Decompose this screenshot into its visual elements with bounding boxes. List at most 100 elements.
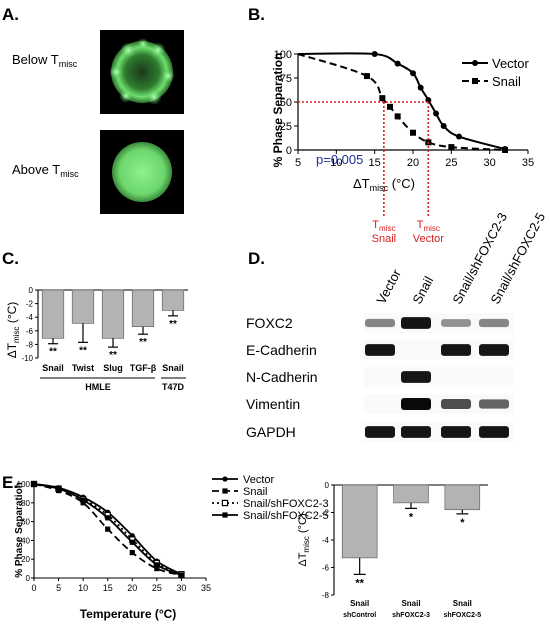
panel-b-series-line xyxy=(297,53,506,151)
panel-b-point xyxy=(417,84,424,91)
panel-b-chart: % Phase Separation ΔTmisc (°C) p=0.005 T… xyxy=(271,49,534,245)
panel-e-legend-label: Snail xyxy=(243,486,267,498)
panel-e-bar-category-bottom: shFOXC2-3 xyxy=(392,612,430,619)
panel-c-significance: ** xyxy=(139,337,147,348)
panel-e-legend-label: Vector xyxy=(243,474,275,486)
blot-band xyxy=(441,399,471,409)
panel-e-bar-chart: ΔTmisc (°C) 0 -2 -4 -6 -8 ** Snail shControl * Sn… xyxy=(297,481,488,619)
panel-a: Below Tmisc Above Tmisc xyxy=(12,30,184,214)
panel-e-bar-category-bottom: shControl xyxy=(343,612,376,619)
panel-e-ytick-label: 0 xyxy=(26,574,31,583)
panel-b-ytick-label: 25 xyxy=(280,121,292,133)
panel-e-bar-ylabel: ΔTmisc (°C) xyxy=(297,513,311,566)
panel-e-xtick-label: 35 xyxy=(201,583,211,593)
panel-b-xtick-label: 10 xyxy=(330,157,342,169)
panel-e-legend-label: Snail/shFOXC2-5 xyxy=(243,510,329,522)
panel-e-bar xyxy=(444,484,481,511)
panel-e-ytick-label: 80 xyxy=(21,499,30,508)
panel-e-bar-significance: * xyxy=(460,517,465,529)
tmisc-vector-name: Vector xyxy=(413,233,445,245)
panel-e-legend-marker xyxy=(222,488,228,494)
blot-lane-background xyxy=(364,340,514,360)
panel-c-bar xyxy=(41,289,65,339)
panel-e-point xyxy=(80,497,86,503)
panel-e-bar-ytick-label: -8 xyxy=(322,591,330,600)
panel-e-xtick-label: 0 xyxy=(31,583,36,593)
blot-band xyxy=(479,426,509,438)
panel-b-point xyxy=(456,133,462,140)
panel-e-xtick-label: 5 xyxy=(56,583,61,593)
panel-c-group-label: HMLE xyxy=(85,382,111,392)
panel-c-chart: ΔTmisc (°C) 0 -2 -4 -6 -8 -10 ** Snail ** Twist **… xyxy=(5,286,188,392)
panel-b-series-line xyxy=(297,52,506,151)
panel-e-point xyxy=(105,515,111,521)
blot-band xyxy=(479,399,509,409)
blot-lane-background xyxy=(364,367,514,387)
panel-c-significance: ** xyxy=(49,347,57,358)
panel-b-xlabel: ΔTmisc (°C) xyxy=(353,176,415,193)
blot-band xyxy=(479,344,509,356)
panel-e-legend-marker xyxy=(222,512,228,518)
panel-c-ylabel: ΔTmisc (°C) xyxy=(5,302,21,359)
panel-c-category-label: Snail xyxy=(162,363,184,373)
blot-band xyxy=(441,426,471,438)
panel-b-xtick-label: 25 xyxy=(445,157,457,169)
blot-band xyxy=(401,426,431,438)
blot-lane-background xyxy=(364,313,514,333)
panel-b-point xyxy=(502,147,508,153)
panel-b-point xyxy=(433,110,439,117)
panel-e-bar-significance: * xyxy=(409,511,414,523)
panel-b-point xyxy=(448,144,455,151)
panel-c-ytick-label: -10 xyxy=(21,354,33,363)
panel-e-point xyxy=(105,526,111,532)
panel-e-bar-category-top: Snail xyxy=(453,599,472,608)
blot-band xyxy=(441,319,471,327)
panel-e-bar-category-top: Snail xyxy=(401,599,420,608)
panel-b-point xyxy=(371,51,378,57)
panel-b-legend-marker xyxy=(472,60,478,66)
panel-e-point xyxy=(55,486,62,492)
above-tmisc-label: Above Tmisc xyxy=(12,162,79,179)
panel-label-c: C. xyxy=(2,249,19,268)
panel-c-bar xyxy=(161,289,185,311)
blot-lane-background xyxy=(364,394,514,414)
panel-e-bar-category-top: Snail xyxy=(350,599,369,608)
panel-label-a: A. xyxy=(2,5,19,24)
panel-e-chart: % Phase Separation Temperature (°C) 0 20 4… xyxy=(14,474,329,621)
panel-label-e: E. xyxy=(2,473,18,492)
panel-e-point xyxy=(31,481,37,487)
panel-b-legend-label: Snail xyxy=(492,74,521,89)
panel-b-ytick-label: 75 xyxy=(280,73,292,85)
panel-e-bar-ytick-label: -2 xyxy=(322,509,330,518)
tmisc-snail-label: Tmisc xyxy=(372,219,395,233)
panel-b-ytick-label: 100 xyxy=(274,49,292,61)
panel-e-ytick-label: 20 xyxy=(21,555,30,564)
panel-b-xtick-label: 20 xyxy=(407,157,419,169)
blot-lane-background xyxy=(364,422,514,442)
panel-b-point xyxy=(440,123,447,129)
panel-b-point xyxy=(410,129,416,136)
panel-e-bar-significance: ** xyxy=(355,577,364,589)
panel-c-category-label: Twist xyxy=(72,363,94,373)
panel-e-bar-ytick-label: 0 xyxy=(325,481,330,490)
tmisc-snail-name: Snail xyxy=(372,233,396,245)
blot-band xyxy=(479,318,509,328)
blot-row-label: Vimentin xyxy=(246,396,300,412)
panel-c-significance: ** xyxy=(79,345,87,356)
panel-e-point xyxy=(129,550,135,556)
panel-e-legend-marker xyxy=(221,499,229,507)
panel-e-legend-label: Snail/shFOXC2-3 xyxy=(243,498,329,510)
panel-e-point xyxy=(154,562,160,568)
panel-b-point xyxy=(364,73,370,80)
below-tmisc-label: Below Tmisc xyxy=(12,52,78,69)
panel-c-bar xyxy=(131,289,155,328)
panel-e-point xyxy=(129,539,135,545)
panel-c-ytick-label: -6 xyxy=(26,327,34,336)
panel-e-xlabel: Temperature (°C) xyxy=(80,607,177,621)
blot-band xyxy=(365,426,395,438)
panel-c-category-label: Snail xyxy=(42,363,64,373)
panel-c-significance: ** xyxy=(109,350,117,361)
panel-b-point xyxy=(410,70,416,77)
panel-e-bar xyxy=(393,484,429,504)
